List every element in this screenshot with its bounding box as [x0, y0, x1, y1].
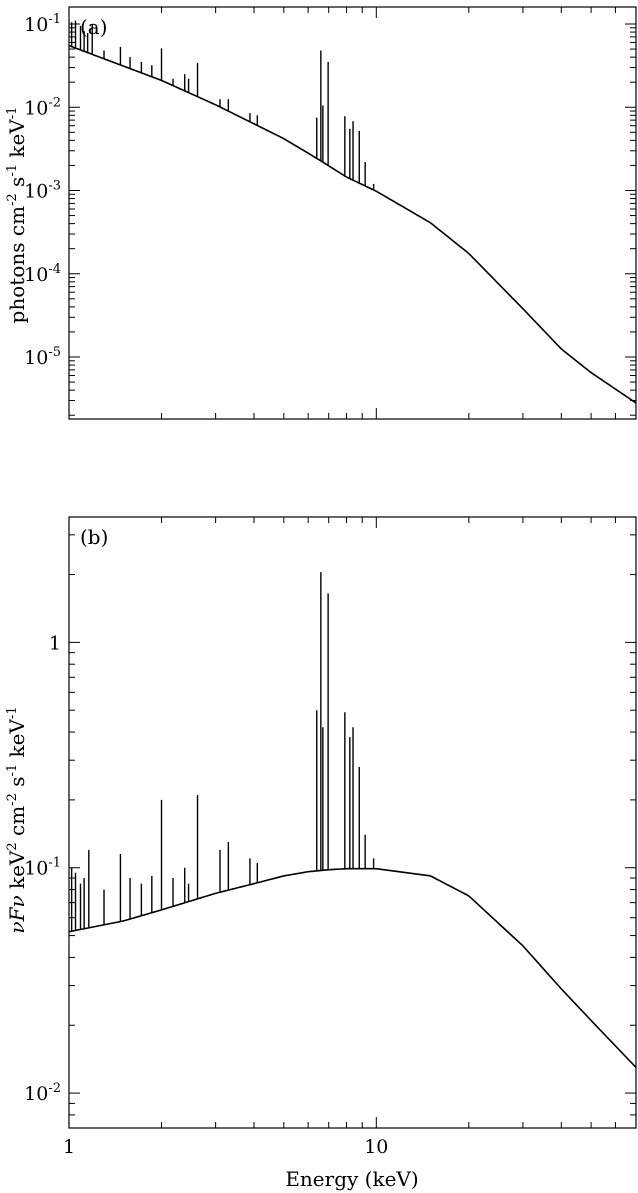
x-axis-title: Energy (keV) [285, 1167, 418, 1191]
y-tick-label: 10-3 [24, 179, 61, 203]
panel-b-nufnu-spectrum: 1 10-1 10-2 1 10 (b) νFν keV2 cm-2 s-1 keV-… [5, 516, 637, 1191]
x-tick-label: 1 [63, 1136, 75, 1158]
panel-a-label: (a) [80, 15, 108, 39]
y-tick-label: 10-2 [24, 95, 61, 119]
panel-b-ticks [68, 517, 637, 1129]
panel-a-emission-lines [70, 20, 375, 190]
panel-b-continuum-curve [68, 867, 637, 1068]
panel-b-frame [68, 516, 637, 1129]
panel-a-continuum-curve [68, 44, 637, 404]
panel-b-x-tick-labels: 1 10 [63, 1136, 388, 1158]
panel-a-ticks [68, 7, 637, 419]
panel-a-y-tick-labels: 10-1 10-2 10-3 10-4 10-5 [24, 12, 61, 369]
panel-a-frame [68, 6, 637, 420]
panel-b-label: (b) [80, 525, 108, 549]
y-tick-label: 10-4 [24, 262, 61, 286]
panel-b-y-tick-labels: 1 10-1 10-2 [24, 632, 61, 1105]
panel-a-y-axis-title: photons cm-2 s-1 keV-1 [5, 107, 29, 324]
y-tick-label: 10-1 [24, 856, 61, 880]
panel-a-photon-spectrum: 10-1 10-2 10-3 10-4 10-5 (a) photons cm-2 s-… [5, 6, 637, 420]
y-tick-label: 10-5 [24, 345, 61, 369]
x-tick-label: 10 [364, 1136, 388, 1158]
panel-b-emission-lines [70, 572, 375, 932]
y-tick-label: 10-2 [24, 1081, 61, 1105]
panel-b-y-axis-title: νFν keV2 cm-2 s-1 keV-1 [5, 706, 29, 933]
y-tick-label: 1 [49, 632, 61, 654]
y-tick-label: 10-1 [24, 12, 61, 36]
